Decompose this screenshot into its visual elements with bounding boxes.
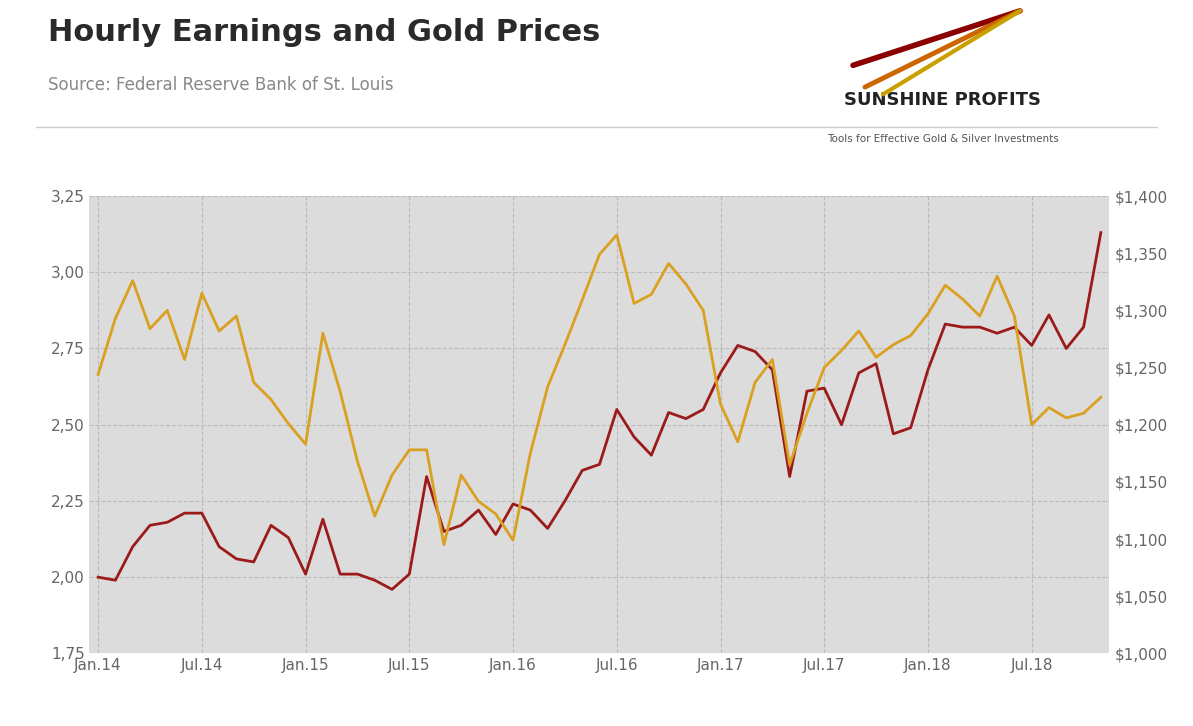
Text: SUNSHINE PROFITS: SUNSHINE PROFITS (843, 91, 1041, 109)
Text: Source: Federal Reserve Bank of St. Louis: Source: Federal Reserve Bank of St. Loui… (48, 76, 394, 94)
Text: Hourly Earnings and Gold Prices: Hourly Earnings and Gold Prices (48, 18, 600, 47)
Text: Tools for Effective Gold & Silver Investments: Tools for Effective Gold & Silver Invest… (827, 134, 1058, 144)
